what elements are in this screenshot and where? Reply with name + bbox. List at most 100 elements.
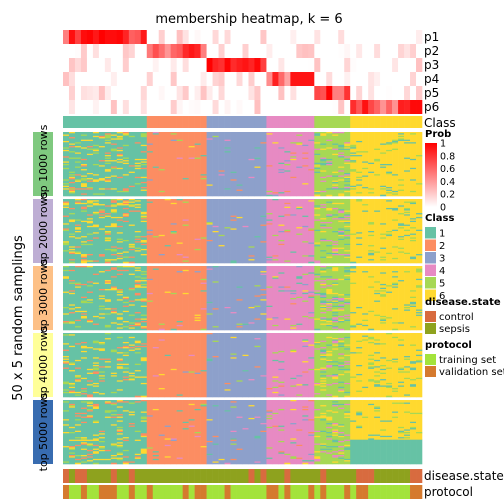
sampling-cell: [219, 132, 225, 171]
sampling-cell: [398, 266, 404, 280]
class-cell: [195, 116, 201, 128]
sampling-cell: [362, 400, 368, 417]
sampling-cell: [344, 164, 350, 173]
sampling-cell: [99, 460, 105, 464]
sampling-cell: [81, 237, 87, 241]
sampling-cell: [380, 154, 386, 165]
sampling-cell: [368, 333, 374, 337]
sampling-cell: [99, 195, 105, 197]
sampling-cell: [123, 192, 129, 196]
sampling-cell: [308, 293, 314, 296]
sampling-cell: [296, 325, 302, 330]
legend-label: 5: [439, 279, 445, 290]
sampling-cell: [350, 327, 356, 330]
sampling-cell: [81, 298, 87, 301]
sampling-cell: [338, 177, 344, 180]
sampling-cell: [63, 165, 69, 168]
sampling-cell: [302, 217, 308, 226]
sampling-cell: [314, 199, 320, 206]
sampling-cell: [135, 208, 141, 211]
class-cell: [278, 116, 284, 128]
sampling-cell: [254, 368, 260, 398]
sampling-cell: [278, 383, 284, 386]
sampling-cell: [320, 350, 326, 353]
sampling-cell: [344, 461, 350, 464]
prob-cell: [87, 72, 93, 86]
sampling-cell: [272, 388, 278, 392]
prob-cell: [87, 86, 93, 100]
sampling-cell: [344, 447, 350, 450]
sampling-cell: [117, 243, 123, 248]
sampling-cell: [326, 400, 332, 411]
sampling-cell: [380, 345, 386, 358]
sampling-cell: [338, 193, 344, 196]
sampling-cell: [99, 138, 105, 146]
disease-state-cell: [314, 469, 320, 483]
prob-cell: [326, 100, 332, 114]
sampling-cell: [69, 310, 75, 313]
sampling-cell: [296, 377, 302, 385]
sampling-cell: [123, 258, 129, 262]
sampling-cell: [213, 199, 219, 226]
sampling-cell: [314, 173, 320, 191]
class-cell: [147, 116, 153, 128]
sampling-cell: [278, 431, 284, 442]
legend-swatch: [425, 323, 436, 334]
sampling-cell: [392, 338, 398, 359]
sampling-cell: [81, 160, 87, 164]
sampling-cell: [368, 253, 374, 256]
protocol-cell: [219, 485, 225, 499]
sampling-cell: [302, 294, 308, 301]
sampling-cell: [183, 373, 189, 398]
prob-cell: [111, 86, 117, 100]
sampling-cell: [302, 410, 308, 415]
sampling-cell: [398, 373, 404, 382]
prob-cell: [207, 86, 213, 100]
sampling-cell: [410, 144, 416, 160]
class-cell: [416, 116, 422, 128]
prob-cell: [332, 86, 338, 100]
sampling-cell: [374, 161, 380, 174]
sampling-cell: [237, 218, 243, 263]
sampling-cell: [75, 144, 81, 147]
protocol-cell: [260, 485, 266, 499]
sampling-cell: [129, 267, 135, 274]
sampling-cell: [63, 315, 69, 322]
prob-cell: [356, 58, 362, 72]
sampling-cell: [302, 317, 308, 330]
sampling-cell: [231, 199, 237, 216]
sampling-cell: [410, 266, 416, 291]
prob-cell: [129, 58, 135, 72]
sampling-cell: [147, 235, 153, 263]
sampling-cell: [284, 333, 290, 397]
sampling-cell: [272, 318, 278, 325]
prob-cell: [338, 58, 344, 72]
prob-cell: [380, 58, 386, 72]
sampling-cell: [63, 136, 69, 141]
sampling-cell: [147, 266, 153, 279]
sampling-cell: [392, 288, 398, 309]
disease-state-cell: [332, 469, 338, 483]
sampling-cell: [231, 408, 237, 431]
prob-cell: [135, 44, 141, 58]
prob-cell: [213, 86, 219, 100]
sampling-cell: [111, 177, 117, 189]
sampling-cell: [159, 132, 165, 169]
sampling-cell: [129, 306, 135, 315]
sampling-cell: [129, 250, 135, 257]
sampling-cell: [177, 200, 183, 243]
class-cell: [165, 116, 171, 128]
sampling-cell: [416, 433, 422, 440]
class-cell: [386, 116, 392, 128]
prob-cell: [350, 86, 356, 100]
sampling-cell: [326, 195, 332, 197]
sampling-cell: [225, 190, 231, 197]
sampling-cell: [398, 346, 404, 368]
sampling-cell: [302, 199, 308, 216]
sampling-cell: [374, 412, 380, 417]
sampling-cell: [87, 385, 93, 394]
protocol-cell: [207, 485, 213, 499]
sampling-cell: [123, 136, 129, 145]
sampling-cell: [254, 438, 260, 461]
prob-cell: [117, 86, 123, 100]
